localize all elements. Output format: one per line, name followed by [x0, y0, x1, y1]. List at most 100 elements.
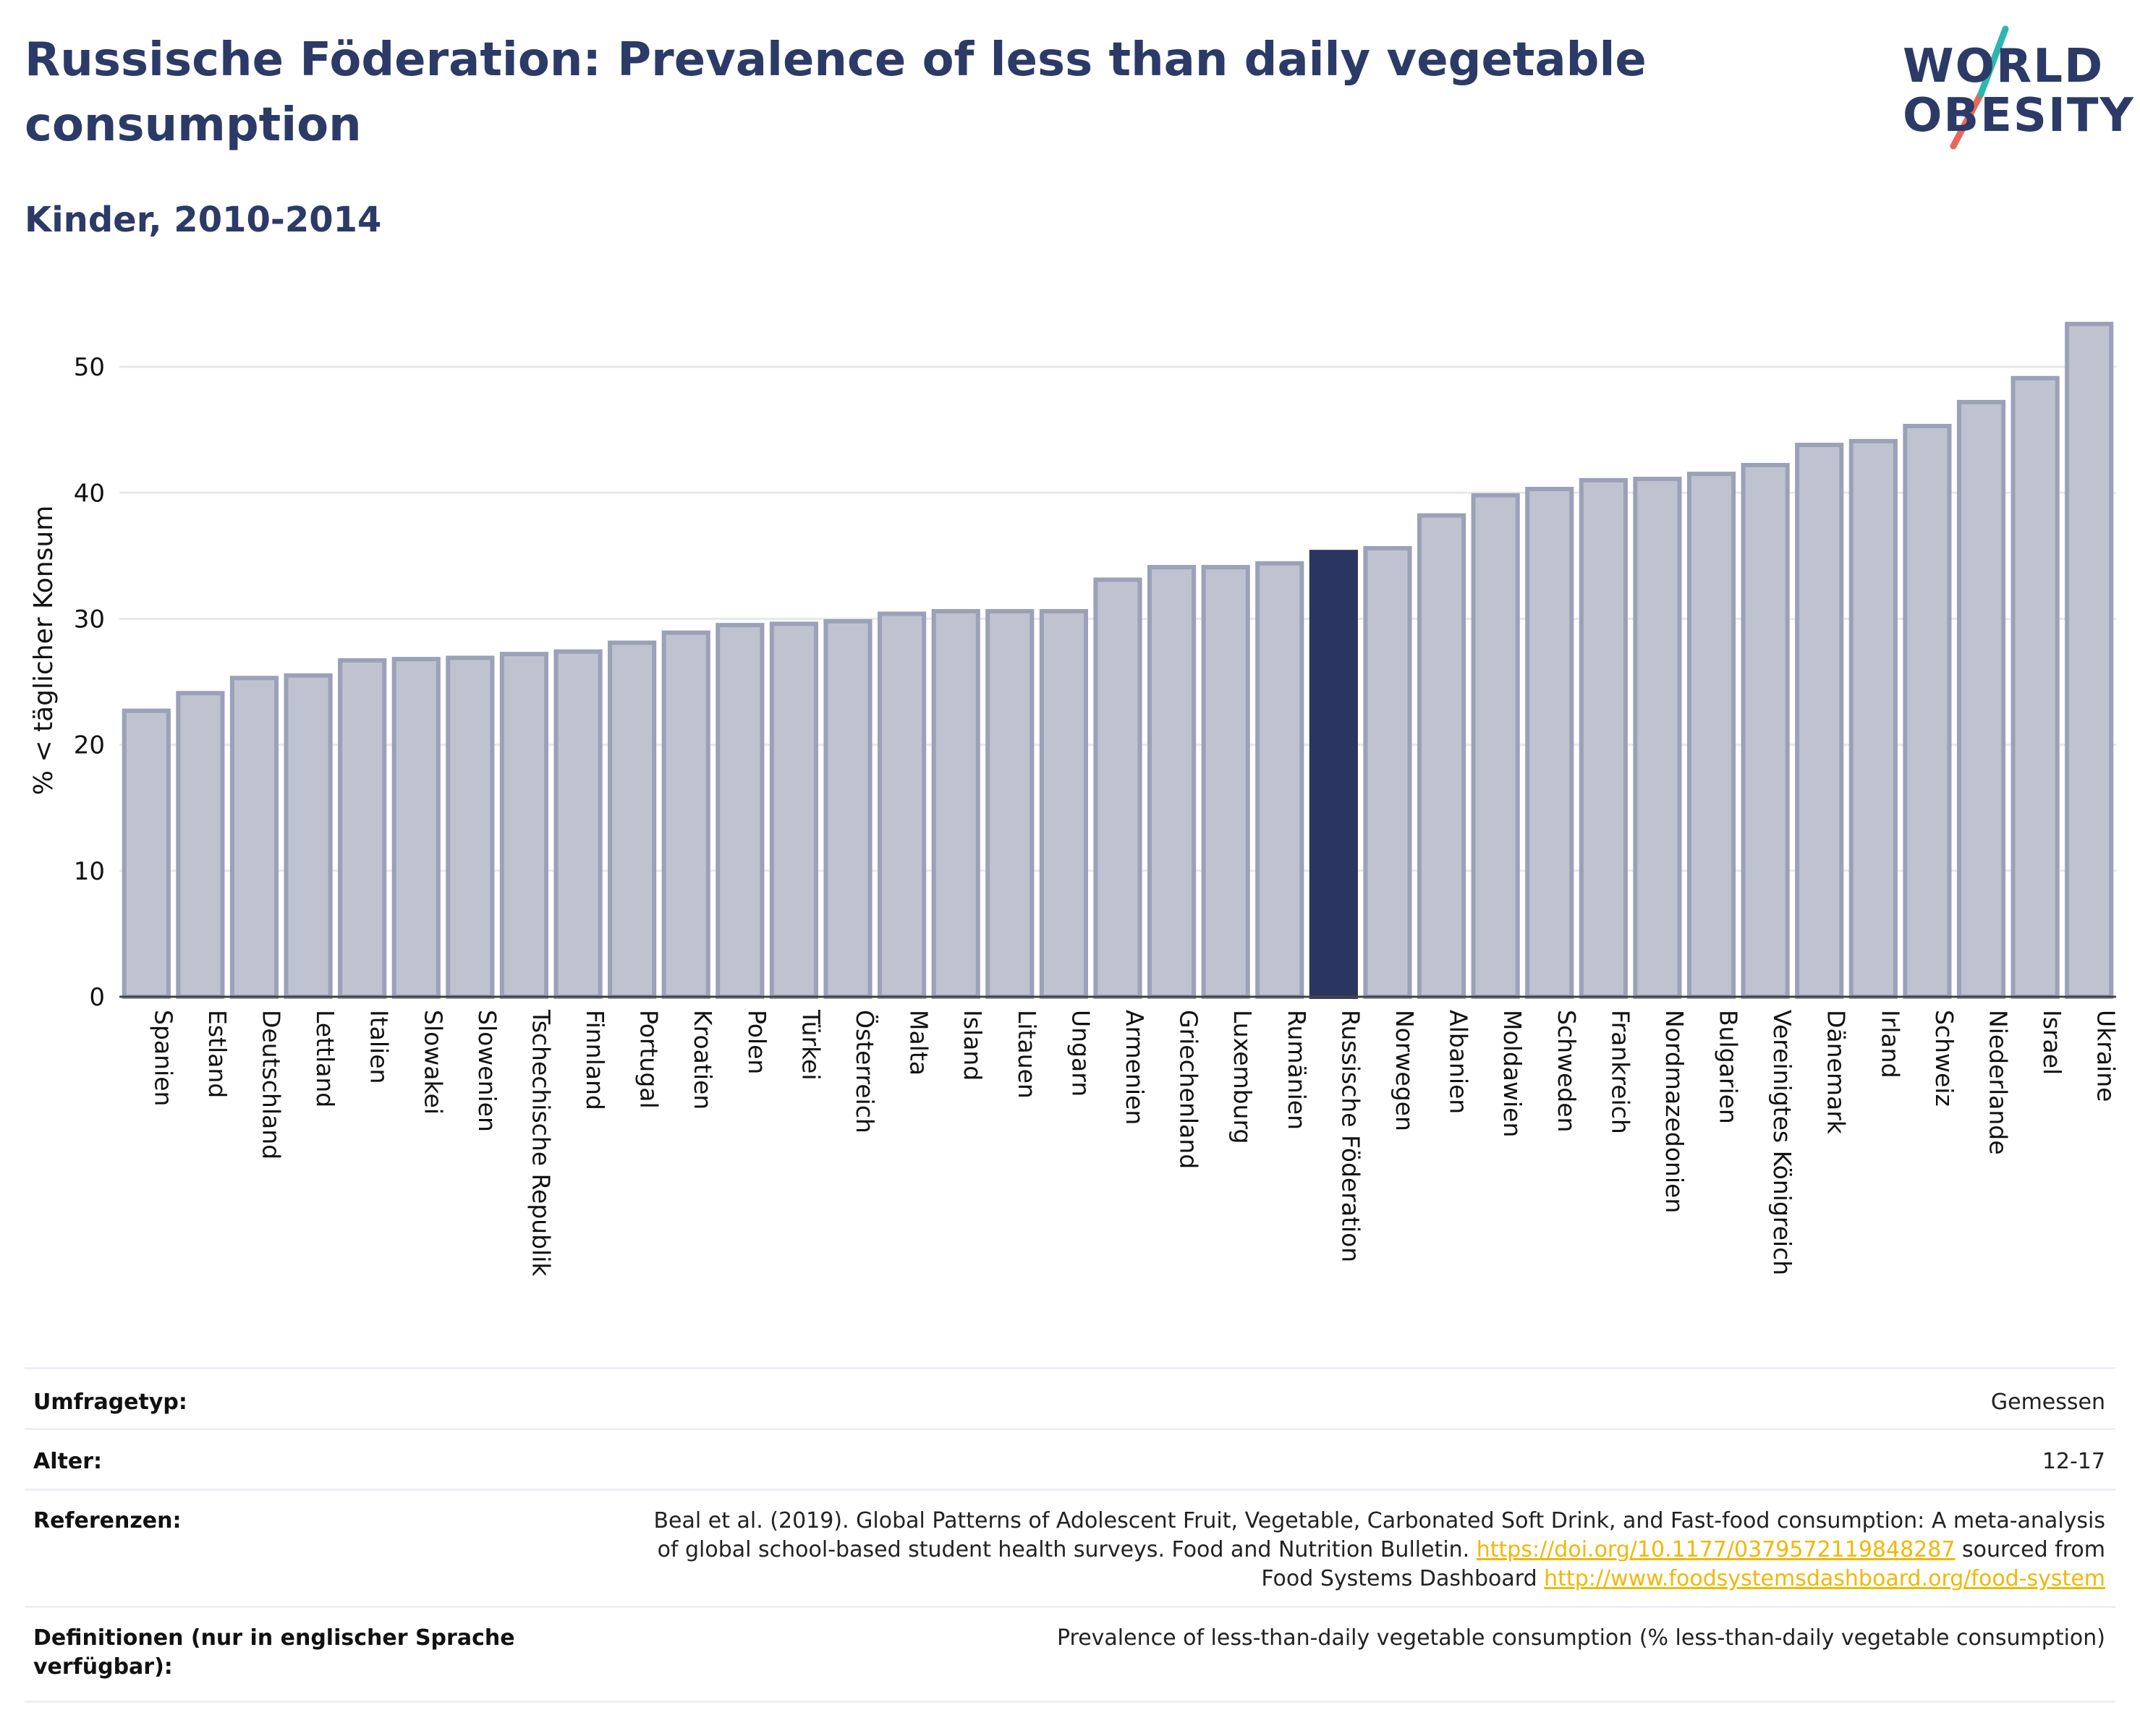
x-axis-labels: Spanien Estland Deutschland Lettland Italien…	[149, 1009, 2120, 1277]
bar	[716, 623, 765, 999]
bar	[499, 652, 549, 999]
bar	[608, 640, 657, 999]
bar	[878, 611, 927, 1000]
definitions-value: Prevalence of less-than-daily vegetable …	[1056, 1625, 2105, 1651]
y-tick-label: 30	[74, 605, 105, 634]
bar	[1956, 399, 2006, 999]
references-label: Referenzen:	[33, 1508, 182, 1533]
bar	[284, 673, 333, 999]
reference-line-1: Beal et al. (2019). Global Patterns of A…	[653, 1508, 2105, 1533]
doi-link[interactable]: https://doi.org/10.1177/0379572119848287	[1476, 1537, 1956, 1562]
x-tick-label: Moldawien	[1498, 1010, 1527, 1137]
bar	[1039, 609, 1088, 999]
x-tick-label: Russische Föderation	[1336, 1010, 1364, 1262]
bar	[985, 609, 1035, 999]
x-tick-label: Armenien	[1121, 1010, 1149, 1125]
bar-highlighted	[1309, 550, 1358, 999]
x-tick-label: Tschechische Republik	[527, 1009, 555, 1277]
x-tick-label: Italien	[365, 1010, 394, 1084]
bar	[1363, 545, 1412, 999]
bar	[391, 657, 441, 1000]
bar	[1848, 438, 1898, 1000]
world-obesity-logo[interactable]: WORLD OBESITY	[1888, 22, 2133, 152]
x-tick-label: Albanien	[1445, 1010, 1473, 1114]
x-tick-label: Schweiz	[1930, 1010, 1958, 1107]
reference-line-2: of global school-based student health su…	[441, 1536, 2105, 1565]
bar	[176, 691, 225, 999]
meta-row-age: Alter: 12-17	[25, 1428, 2115, 1491]
x-tick-label: Slowenien	[473, 1010, 501, 1132]
x-tick-label: Schweden	[1553, 1010, 1581, 1132]
page-subtitle: Kinder, 2010-2014	[25, 200, 382, 240]
logo-text-line1: WORLD	[1903, 40, 2105, 93]
meta-row-survey: Umfragetyp: Gemessen	[25, 1367, 2115, 1430]
x-tick-label: Malta	[905, 1010, 933, 1076]
x-tick-label: Frankreich	[1606, 1010, 1634, 1134]
bar	[1417, 513, 1466, 1000]
x-tick-label: Litauen	[1013, 1010, 1041, 1099]
bar	[661, 630, 710, 999]
page-title: Russische Föderation: Prevalence of less…	[25, 33, 1647, 152]
x-tick-label: Island	[959, 1010, 987, 1081]
x-tick-label: Slowakei	[419, 1010, 447, 1115]
x-tick-label: Bulgarien	[1715, 1010, 1743, 1124]
bar	[1795, 443, 1844, 1000]
x-tick-label: Lettland	[311, 1010, 339, 1107]
x-tick-label: Rumänien	[1283, 1010, 1311, 1130]
x-tick-label: Ukraine	[2092, 1010, 2120, 1102]
age-label: Alter:	[33, 1449, 102, 1474]
reference-text-3a: Food Systems Dashboard	[1261, 1566, 1545, 1591]
bar	[769, 621, 819, 999]
bar	[553, 649, 603, 999]
y-tick-label: 0	[89, 983, 105, 1012]
survey-type-value: Gemessen	[1990, 1390, 2105, 1415]
x-tick-label: Ungarn	[1066, 1010, 1095, 1097]
x-tick-label: Deutschland	[257, 1010, 285, 1160]
bar	[1525, 487, 1574, 999]
y-tick-label: 50	[74, 353, 105, 382]
survey-type-label: Umfragetyp:	[33, 1390, 187, 1415]
bar	[338, 658, 387, 1000]
y-tick-label: 20	[74, 731, 105, 760]
bar	[823, 618, 872, 999]
food-systems-link[interactable]: http://www.foodsystemsdashboard.org/food…	[1544, 1566, 2105, 1591]
x-tick-label: Estland	[203, 1010, 232, 1098]
x-tick-label: Finnland	[581, 1010, 609, 1110]
bar-chart: 0 10 20 30 40 50 Spanien Estland Deutschland Let…	[29, 321, 2120, 1277]
meta-row-definitions: Definitionen (nur in englischer Sprache …	[25, 1606, 2115, 1703]
y-axis-ticks: 0 10 20 30 40 50	[74, 353, 105, 1012]
x-tick-label: Vereinigtes Königreich	[1768, 1010, 1796, 1275]
y-axis-label: % < täglicher Konsum	[29, 506, 59, 796]
bar	[1201, 565, 1250, 1000]
bar	[931, 609, 980, 999]
x-tick-label: Niederlande	[1984, 1010, 2013, 1155]
x-tick-label: Griechenland	[1175, 1010, 1203, 1169]
x-tick-label: Portugal	[635, 1010, 663, 1109]
bars	[122, 321, 2114, 1000]
x-tick-label: Luxemburg	[1228, 1010, 1257, 1144]
references-value: Beal et al. (2019). Global Patterns of A…	[441, 1507, 2105, 1594]
x-tick-label: Irland	[1876, 1010, 1904, 1078]
x-tick-label: Polen	[743, 1010, 771, 1074]
logo-text-line2: OBESITY	[1903, 89, 2135, 142]
x-tick-label: Türkei	[797, 1009, 825, 1081]
bar	[2011, 375, 2060, 999]
bar	[1579, 477, 1628, 999]
reference-text-2a: of global school-based student health su…	[657, 1537, 1477, 1562]
bar	[1471, 493, 1520, 1000]
bar	[1633, 477, 1682, 999]
x-tick-label: Dänemark	[1822, 1010, 1851, 1135]
bar	[1093, 577, 1142, 999]
bar	[1147, 565, 1197, 1000]
x-tick-label: Nordmazedonien	[1660, 1010, 1689, 1213]
age-value: 12-17	[2042, 1449, 2105, 1474]
bar	[1903, 423, 1952, 999]
bar	[1741, 462, 1790, 1000]
y-tick-label: 10	[74, 857, 105, 886]
x-tick-label: Spanien	[149, 1010, 177, 1106]
x-tick-label: Österreich	[851, 1010, 880, 1133]
reference-line-3: Food Systems Dashboard http://www.foodsy…	[441, 1565, 2105, 1594]
bar	[2065, 321, 2114, 1000]
meta-row-references: Referenzen: Beal et al. (2019). Global P…	[25, 1489, 2115, 1608]
bar	[1255, 561, 1304, 999]
